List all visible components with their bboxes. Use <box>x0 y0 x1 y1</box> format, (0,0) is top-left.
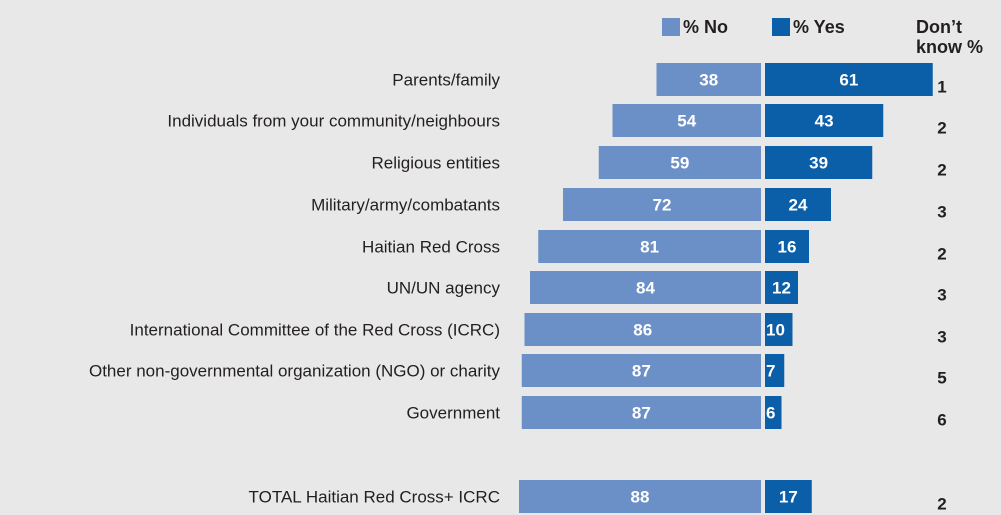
dont-know-value: 5 <box>937 369 946 388</box>
bar-no <box>612 104 761 137</box>
value-label-no: 88 <box>631 488 650 507</box>
bar-yes <box>765 230 809 263</box>
bar-yes <box>765 480 812 513</box>
bar-no <box>519 480 761 513</box>
category-labels: Parents/family Individuals from your comm… <box>89 71 501 507</box>
dont-know-value: 3 <box>937 286 946 305</box>
category-label: Parents/family <box>392 71 500 90</box>
category-label: TOTAL Haitian Red Cross+ ICRC <box>249 488 500 507</box>
bars: 38 61 54 43 59 39 72 24 81 16 84 12 86 10 87 7 87 6 88 17 <box>519 63 933 513</box>
category-label: Military/army/combatants <box>311 196 500 215</box>
dont-know-value: 1 <box>937 78 946 97</box>
category-label: Government <box>406 404 500 423</box>
legend-swatch-yes <box>772 18 790 36</box>
bar-yes <box>765 104 884 137</box>
category-label: Other non-governmental organization (NGO… <box>89 362 501 381</box>
bar-no <box>563 188 761 221</box>
bar-yes <box>765 271 798 304</box>
dont-know-column: 1 2 2 3 2 3 3 5 6 2 <box>937 78 946 514</box>
bar-yes <box>765 313 793 346</box>
value-label-no: 87 <box>632 404 651 423</box>
bar-no <box>656 63 761 96</box>
bar-no <box>521 396 761 429</box>
dont-know-value: 2 <box>937 161 946 180</box>
dont-know-header-line2: know % <box>916 37 983 57</box>
value-label-no: 87 <box>632 362 651 381</box>
category-label: Religious entities <box>371 154 500 173</box>
value-label-yes: 12 <box>772 279 791 298</box>
value-label-yes: 17 <box>779 488 798 507</box>
bar-no <box>530 271 761 304</box>
category-label: International Committee of the Red Cross… <box>130 321 500 340</box>
value-label-no: 72 <box>653 196 672 215</box>
dont-know-value: 3 <box>937 328 946 347</box>
value-label-yes: 43 <box>815 112 834 131</box>
value-label-yes: 39 <box>809 154 828 173</box>
value-label-no: 59 <box>670 154 689 173</box>
category-label: Individuals from your community/neighbou… <box>167 112 500 131</box>
value-label-yes: 61 <box>839 71 858 90</box>
dont-know-header-line1: Don’t <box>916 17 962 37</box>
value-label-yes: 16 <box>778 238 797 257</box>
bar-yes <box>765 146 873 179</box>
legend-label-no: % No <box>683 17 728 37</box>
legend-label-yes: % Yes <box>793 17 845 37</box>
bar-yes <box>765 396 782 429</box>
bar-yes <box>765 188 831 221</box>
value-label-no: 38 <box>699 71 718 90</box>
value-label-no: 81 <box>640 238 659 257</box>
value-label-yes: 7 <box>766 362 775 381</box>
bar-no <box>524 313 761 346</box>
dont-know-value: 2 <box>937 245 946 264</box>
category-label: UN/UN agency <box>387 279 501 298</box>
value-label-yes: 24 <box>789 196 808 215</box>
legend-swatch-no <box>662 18 680 36</box>
value-label-yes: 10 <box>766 321 785 340</box>
bar-no <box>598 146 761 179</box>
dont-know-value: 2 <box>937 495 946 514</box>
value-label-no: 84 <box>636 279 655 298</box>
dont-know-value: 2 <box>937 119 946 138</box>
bar-no <box>538 230 761 263</box>
dont-know-value: 6 <box>937 411 946 430</box>
value-label-yes: 6 <box>766 404 775 423</box>
value-label-no: 86 <box>633 321 652 340</box>
bar-yes <box>765 63 933 96</box>
value-label-no: 54 <box>677 112 696 131</box>
category-label: Haitian Red Cross <box>362 238 500 257</box>
bar-no <box>521 354 761 387</box>
dont-know-value: 3 <box>937 203 946 222</box>
bar-yes <box>765 354 785 387</box>
